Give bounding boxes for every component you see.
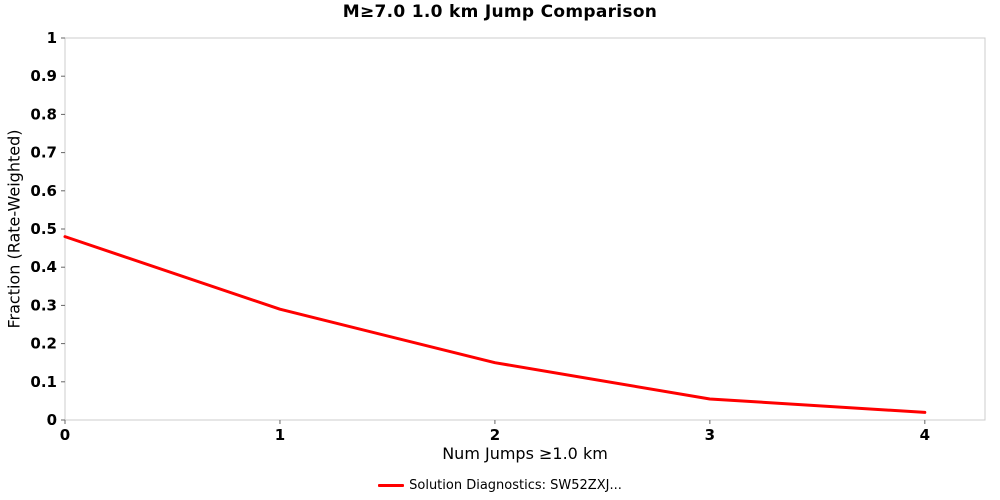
y-tick-label: 0.5 (30, 220, 57, 238)
x-tick-label: 3 (705, 426, 715, 444)
y-tick-label: 0.2 (30, 335, 57, 353)
y-tick-label: 0.1 (30, 373, 57, 391)
x-tick-label: 2 (490, 426, 500, 444)
legend-line-marker (378, 484, 405, 487)
x-tick-label: 4 (920, 426, 930, 444)
y-tick-label: 0.7 (30, 144, 57, 162)
y-tick-label: 0.9 (30, 67, 57, 85)
x-tick-label: 0 (60, 426, 70, 444)
y-tick-label: 0.3 (30, 296, 57, 314)
plot-border (64, 37, 986, 421)
y-tick-label: 0.4 (30, 258, 57, 276)
data-line (63, 235, 927, 414)
y-tick-label: 0.8 (30, 105, 57, 123)
chart-title: M≥7.0 1.0 km Jump Comparison (342, 2, 658, 22)
legend: Solution Diagnostics: SW52ZXJ... (0, 478, 1000, 493)
x-tick-label: 1 (275, 426, 285, 444)
y-tick-label: 0 (47, 411, 57, 429)
y-tick-label: 1 (47, 29, 57, 47)
legend-label: Solution Diagnostics: SW52ZXJ... (409, 478, 622, 493)
y-tick-label: 0.6 (30, 182, 57, 200)
x-axis-label: Num Jumps ≥1.0 km (442, 444, 608, 463)
